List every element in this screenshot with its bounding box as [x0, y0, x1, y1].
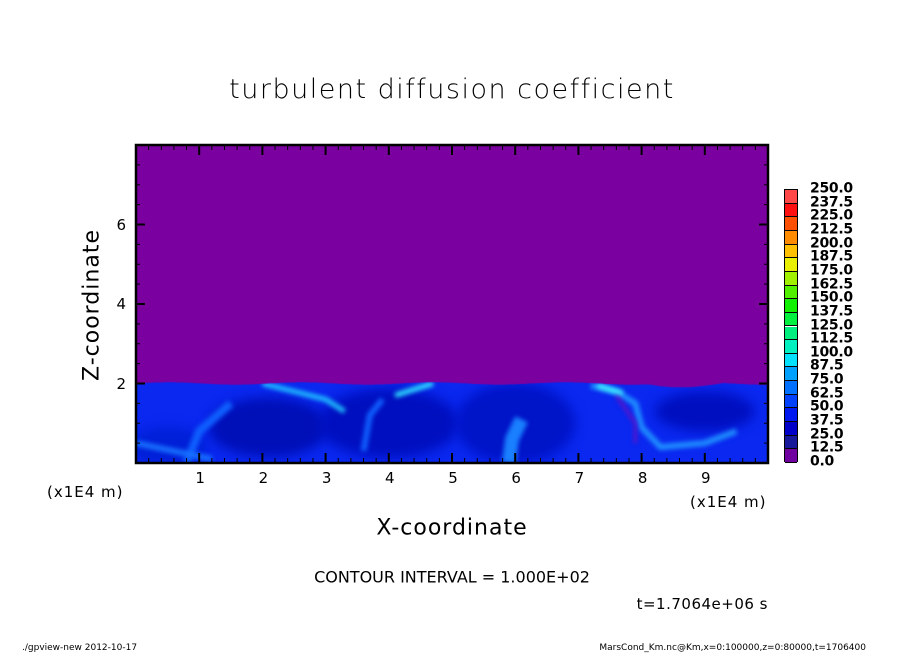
colorbar-box — [785, 244, 797, 259]
contour-interval-note: CONTOUR INTERVAL = 1.000E+02 — [314, 567, 590, 587]
colorbar-label: 137.5 — [810, 303, 853, 320]
colorbar-box — [785, 435, 797, 450]
colorbar-box — [785, 190, 797, 204]
colorbar-box — [785, 203, 797, 218]
colorbar-box — [785, 367, 797, 382]
colorbar-box — [785, 381, 797, 395]
colorbar-box — [785, 271, 797, 286]
x-tick-label: 9 — [701, 469, 711, 487]
colorbar-box — [785, 285, 797, 300]
axes-frame — [134, 143, 770, 465]
colorbar-box — [785, 422, 797, 436]
x-tick-label: 8 — [637, 469, 648, 487]
x-tick-label: 5 — [448, 469, 458, 487]
colorbar-box — [785, 394, 797, 409]
colorbar-box — [785, 326, 797, 341]
colorbar — [784, 189, 798, 463]
colorbar-label: 175.0 — [810, 262, 853, 279]
x-tick-label: 7 — [574, 469, 585, 487]
y-tick-label: 2 — [116, 374, 126, 393]
colorbar-box — [785, 449, 797, 463]
x-tick-label: 4 — [385, 469, 395, 487]
colorbar-box — [785, 230, 797, 245]
x-tick-label: 3 — [321, 469, 332, 487]
colorbar-box — [785, 408, 797, 423]
y-axis-label: Z-coordinate — [79, 229, 105, 381]
colorbar-box — [785, 258, 797, 272]
colorbar-label: 250.0 — [810, 180, 853, 197]
colorbar-label: 125.0 — [810, 317, 853, 333]
colorbar-label: 50.0 — [810, 398, 844, 415]
y-tick-label: 6 — [116, 215, 126, 234]
time-annotation: t=1.7064e+06 s — [636, 595, 768, 613]
colorbar-box — [785, 353, 797, 368]
x-tick-label: 6 — [511, 469, 521, 487]
colorbar-box — [785, 217, 797, 231]
x-tick-label: 2 — [258, 469, 269, 487]
colorbar-label: 187.5 — [810, 248, 853, 265]
colorbar-box — [785, 312, 797, 327]
footer-left: ./gpview-new 2012-10-17 — [22, 643, 138, 653]
colorbar-label: 100.0 — [810, 344, 853, 361]
colorbar-label: 62.5 — [810, 385, 844, 402]
colorbar-label: 87.5 — [810, 357, 844, 374]
colorbar-label: 150.0 — [810, 289, 853, 306]
heatmap-field — [136, 145, 768, 463]
colorbar-label: 162.5 — [810, 276, 853, 293]
x-tick-label: 1 — [195, 469, 205, 487]
colorbar-label: 12.5 — [810, 439, 844, 456]
colorbar-label: 200.0 — [810, 235, 853, 252]
x-unit-label-right: (x1E4 m) — [690, 493, 767, 511]
footer-right: MarsCond_Km.nc@Km,x=0:100000,z=0:80000,t… — [599, 643, 866, 653]
colorbar-label: 0.0 — [810, 453, 834, 470]
colorbar-box — [785, 340, 797, 354]
colorbar-label: 237.5 — [810, 194, 853, 211]
colorbar-label: 37.5 — [810, 412, 844, 429]
plot-area — [134, 143, 770, 465]
x-unit-label-left: (x1E4 m) — [47, 483, 124, 501]
colorbar-label: 112.5 — [810, 330, 853, 347]
colorbar-box — [785, 299, 797, 313]
colorbar-label: 25.0 — [810, 426, 844, 443]
chart-title: turbulent diffusion coefficient — [229, 74, 675, 105]
plot-border — [134, 143, 770, 465]
colorbar-label: 225.0 — [810, 207, 853, 224]
colorbar-label: 212.5 — [810, 221, 853, 238]
x-axis-label: X-coordinate — [376, 515, 528, 541]
colorbar-label: 75.0 — [810, 371, 844, 388]
y-tick-label: 4 — [116, 295, 126, 313]
